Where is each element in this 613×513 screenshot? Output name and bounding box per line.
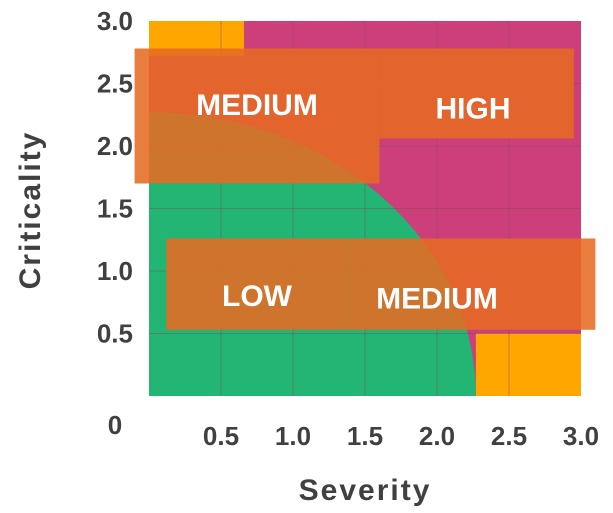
y-tick-label: 0.5 xyxy=(97,319,133,349)
zone-label-box-4 xyxy=(347,238,596,330)
origin-label: 0 xyxy=(108,410,122,440)
y-tick-label: 1.5 xyxy=(97,194,133,224)
zone-medium-2 xyxy=(475,333,581,396)
x-tick-label: 2.5 xyxy=(491,421,527,451)
y-tick-label: 3.0 xyxy=(97,6,133,36)
x-axis-title: Severity xyxy=(299,474,432,507)
y-axis-ticks: 0.5 1.0 1.5 2.0 2.5 3.0 xyxy=(97,6,133,349)
y-axis-title: Criticality xyxy=(14,131,47,290)
y-tick-label: 1.0 xyxy=(97,256,133,286)
zone-label-medium: MEDIUM xyxy=(196,89,318,122)
x-tick-label: 3.0 xyxy=(563,421,599,451)
zone-label-box-2 xyxy=(379,48,574,139)
y-tick-label: 2.5 xyxy=(97,69,133,99)
x-axis-ticks: 0.5 1.0 1.5 2.0 2.5 3.0 xyxy=(203,421,599,451)
zone-label-box-1 xyxy=(134,48,380,184)
label-box-layer: MEDIUM HIGH LOW MEDIUM xyxy=(134,48,596,330)
zone-label-high: HIGH xyxy=(436,93,511,126)
zone-label-low: LOW xyxy=(222,280,293,313)
zone-label-box-3 xyxy=(166,238,348,330)
x-tick-label: 0.5 xyxy=(203,421,239,451)
zone-label-medium: MEDIUM xyxy=(376,283,498,316)
x-tick-label: 1.5 xyxy=(347,421,383,451)
y-tick-label: 2.0 xyxy=(97,131,133,161)
x-tick-label: 2.0 xyxy=(419,421,455,451)
x-tick-label: 1.0 xyxy=(275,421,311,451)
